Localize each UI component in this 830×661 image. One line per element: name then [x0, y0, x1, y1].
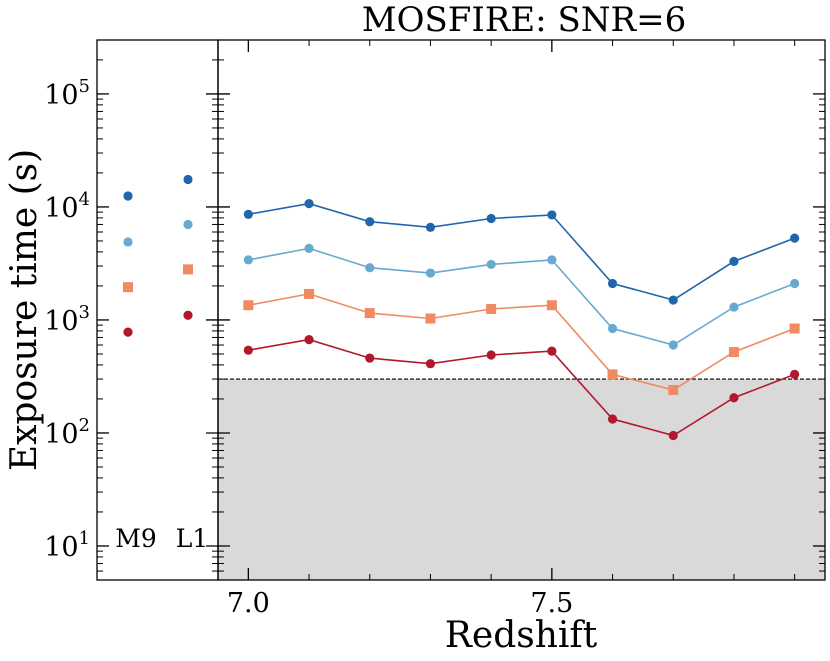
below-threshold-shade — [218, 379, 825, 580]
series-4-point — [668, 430, 678, 441]
series-4-ref-point — [123, 327, 133, 337]
series-2-point — [668, 340, 678, 350]
series-3-point — [486, 303, 497, 314]
series-2-point — [486, 259, 496, 270]
series-lines — [248, 202, 795, 437]
series-4-point — [729, 393, 739, 403]
series-3-ref-point — [123, 282, 133, 293]
series-1-ref-point — [123, 191, 133, 201]
series-2-ref-point — [183, 219, 193, 230]
series-2-point — [365, 263, 375, 273]
series-1-point — [486, 213, 496, 224]
y-axis-label: Exposure time (s) — [4, 149, 45, 471]
x-axis-label: Redshift — [445, 615, 598, 656]
series-4-point — [304, 335, 314, 345]
series-1-point — [607, 278, 618, 289]
y-tick-label: 101 — [44, 528, 90, 563]
series-2-point — [607, 323, 618, 334]
left-panel-frame — [96, 39, 219, 581]
axis-ticks — [97, 39, 825, 581]
series-2-point — [547, 255, 557, 265]
y-tick-label: 105 — [44, 76, 90, 111]
series-4-point — [243, 345, 253, 355]
series-2-point — [790, 278, 800, 289]
y-tick-label: 104 — [44, 189, 90, 224]
series-3-point — [243, 300, 254, 311]
series-3-point — [304, 288, 315, 299]
series-2-point — [729, 302, 739, 312]
y-tick-label: 103 — [44, 302, 90, 337]
series-4-point — [607, 414, 618, 424]
category-labels: M9 L1 — [115, 524, 208, 553]
series-3-point — [668, 384, 679, 395]
series-2-line — [248, 247, 795, 346]
series-1-point — [547, 210, 557, 220]
series-3-point — [546, 300, 557, 311]
series-4-ref-point — [183, 310, 193, 320]
x-tick-label: 7.0 — [227, 588, 270, 619]
category-label: M9 — [115, 524, 157, 553]
series-2-point — [425, 268, 436, 278]
series-3-point — [364, 308, 375, 319]
series-1-point — [729, 256, 739, 266]
series-1-ref-point — [183, 174, 193, 185]
series-4-point — [365, 353, 375, 363]
series-3-point — [607, 369, 618, 380]
series-4-point — [425, 359, 436, 369]
series-1-point — [243, 209, 253, 219]
series-4-point — [790, 369, 800, 379]
series-1-line — [248, 202, 795, 301]
series-1-point — [668, 295, 678, 305]
series-4-line — [248, 338, 795, 437]
series-3-ref-point — [183, 264, 193, 275]
series-1-point — [304, 199, 314, 209]
series-4-point — [486, 350, 496, 360]
category-label: L1 — [176, 524, 209, 553]
y-tick-label: 102 — [44, 415, 90, 450]
series-3-point — [425, 313, 436, 324]
series-markers — [123, 174, 800, 441]
series-1-point — [790, 233, 800, 243]
series-2-point — [304, 243, 314, 253]
y-tick-labels: 101 102 103 104 105 — [44, 76, 90, 563]
series-1-point — [365, 217, 375, 227]
series-4-point — [547, 346, 557, 356]
series-2-point — [243, 255, 253, 265]
chart-title: MOSFIRE: SNR=6 — [362, 0, 686, 40]
series-2-ref-point — [123, 237, 133, 247]
series-3-line — [248, 293, 795, 391]
series-3-point — [728, 347, 739, 358]
x-tick-label: 7.5 — [530, 588, 573, 619]
x-tick-labels: 7.0 7.5 — [227, 588, 573, 619]
series-3-point — [789, 323, 800, 334]
series-1-point — [425, 222, 436, 232]
main-panel-frame — [217, 39, 826, 581]
